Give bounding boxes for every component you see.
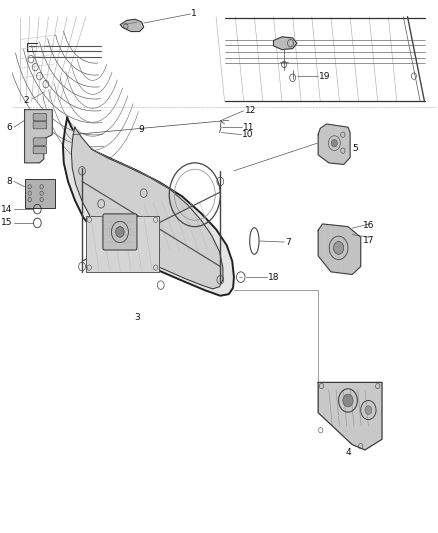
Polygon shape bbox=[273, 37, 297, 50]
Polygon shape bbox=[25, 110, 52, 163]
Polygon shape bbox=[318, 224, 361, 274]
Circle shape bbox=[365, 406, 372, 414]
Text: 12: 12 bbox=[244, 106, 256, 115]
Text: 18: 18 bbox=[268, 273, 279, 281]
Circle shape bbox=[333, 241, 344, 254]
FancyBboxPatch shape bbox=[33, 138, 47, 146]
Polygon shape bbox=[71, 127, 223, 289]
Text: 11: 11 bbox=[243, 123, 255, 132]
Circle shape bbox=[116, 227, 124, 237]
Polygon shape bbox=[120, 19, 144, 31]
Text: 1: 1 bbox=[191, 10, 197, 19]
Text: 15: 15 bbox=[1, 219, 12, 228]
FancyBboxPatch shape bbox=[25, 179, 55, 208]
Text: 6: 6 bbox=[7, 123, 12, 132]
Text: 16: 16 bbox=[363, 221, 375, 230]
Polygon shape bbox=[318, 124, 350, 165]
FancyBboxPatch shape bbox=[33, 147, 47, 154]
Text: 9: 9 bbox=[139, 125, 145, 134]
FancyBboxPatch shape bbox=[33, 122, 47, 129]
Circle shape bbox=[332, 140, 337, 147]
Polygon shape bbox=[63, 118, 234, 296]
FancyBboxPatch shape bbox=[33, 114, 47, 121]
Text: 2: 2 bbox=[24, 96, 29, 105]
Text: 3: 3 bbox=[134, 312, 140, 321]
Text: 19: 19 bbox=[319, 71, 331, 80]
Text: 10: 10 bbox=[243, 130, 254, 139]
Polygon shape bbox=[318, 382, 382, 450]
Text: 8: 8 bbox=[7, 177, 12, 186]
Text: 7: 7 bbox=[285, 238, 291, 247]
Text: 4: 4 bbox=[345, 448, 351, 457]
Text: 14: 14 bbox=[1, 205, 12, 214]
FancyBboxPatch shape bbox=[103, 214, 137, 250]
Text: 5: 5 bbox=[352, 144, 358, 153]
Circle shape bbox=[343, 394, 353, 407]
Text: 17: 17 bbox=[363, 237, 375, 246]
FancyBboxPatch shape bbox=[86, 216, 159, 272]
